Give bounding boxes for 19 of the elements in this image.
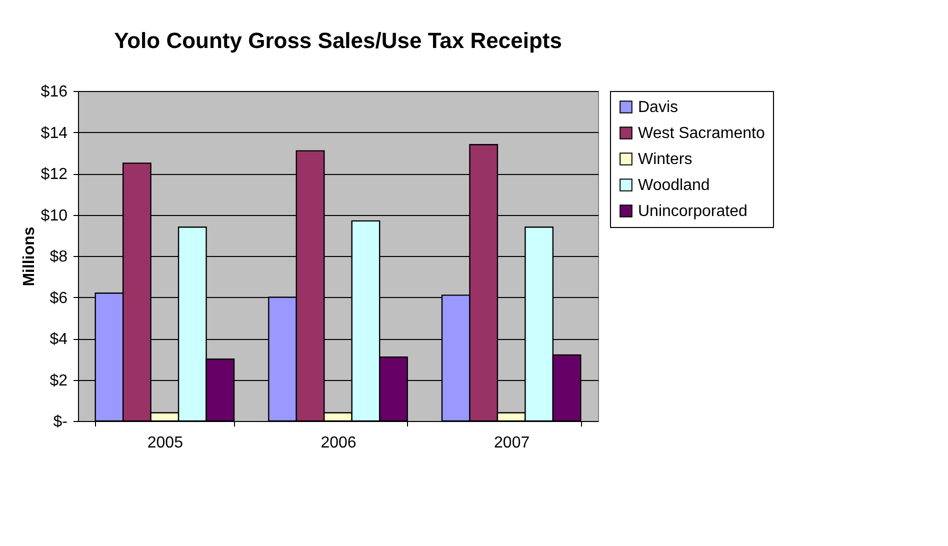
legend-label: Winters [638, 151, 692, 168]
x-tick-label: 2006 [320, 434, 356, 452]
legend-label: Woodland [638, 177, 710, 194]
x-tick-label: 2005 [147, 434, 184, 452]
legend-label: Davis [638, 99, 678, 116]
y-tick-label: $12 [40, 166, 68, 183]
y-tick-label: $8 [50, 248, 68, 266]
y-tick-label: $6 [50, 290, 68, 307]
y-axis-title: Millions [20, 226, 38, 286]
y-tick-label: $10 [40, 207, 68, 224]
y-tick-label: $4 [50, 331, 68, 348]
y-tick-label: $2 [50, 372, 68, 390]
chart-title: Yolo County Gross Sales/Use Tax Receipts [114, 28, 562, 53]
y-tick-label: $16 [40, 84, 68, 100]
legend-label: West Sacramento [638, 125, 765, 142]
y-tick-label: $- [53, 414, 68, 430]
legend-label: Unincorporated [638, 203, 748, 220]
y-tick-label: $14 [40, 124, 68, 142]
x-tick-label: 2007 [494, 434, 530, 452]
